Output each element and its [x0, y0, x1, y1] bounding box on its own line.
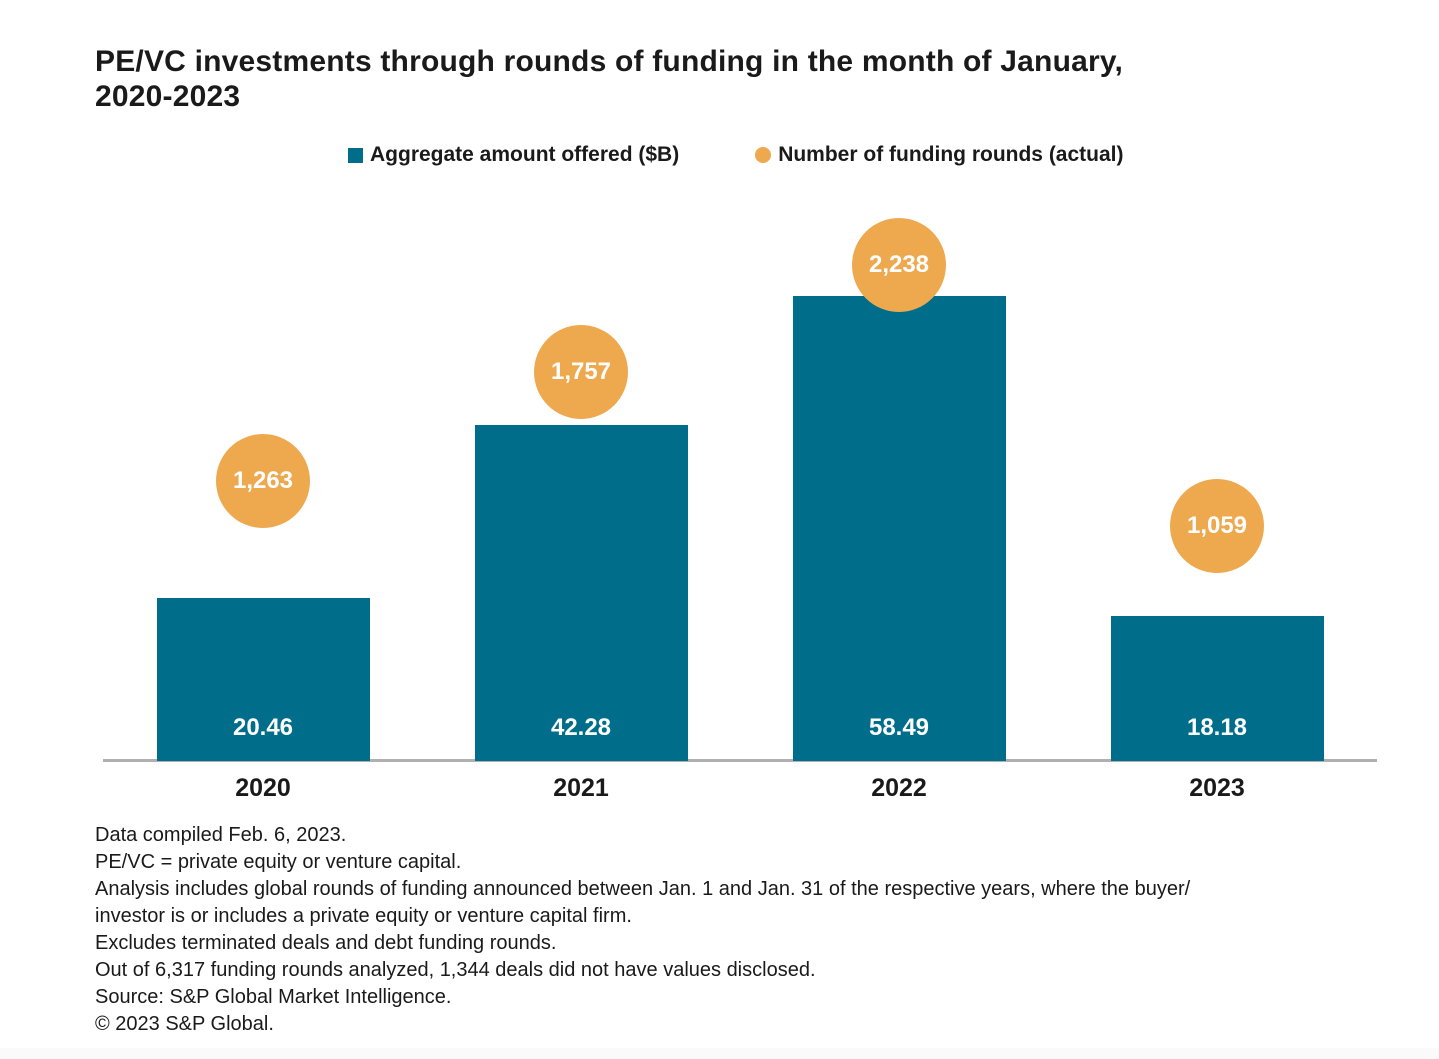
- bar-2020: [156, 598, 370, 761]
- chart-title: PE/VC investments through rounds of fund…: [95, 44, 1123, 114]
- footnotes: Data compiled Feb. 6, 2023. PE/VC = priva…: [95, 822, 1190, 1038]
- footnote-line: Data compiled Feb. 6, 2023.: [95, 824, 347, 846]
- legend-label: Aggregate amount offered ($B): [370, 143, 680, 166]
- legend-item-funding-rounds: Number of funding rounds (actual): [755, 143, 1124, 167]
- chart-title-line-1: PE/VC investments through rounds of fund…: [95, 45, 1124, 78]
- funding-rounds-circle: 1,757: [534, 324, 628, 419]
- funding-rounds-circle: 2,238: [852, 218, 946, 312]
- x-axis-label-2020: 2020: [235, 774, 291, 802]
- x-axis-label-2021: 2021: [553, 774, 609, 802]
- bar-value-label: 42.28: [550, 714, 612, 741]
- bar-value-label: 20.46: [232, 714, 294, 741]
- x-axis-label-2022: 2022: [871, 774, 927, 802]
- footnote-line: Excludes terminated deals and debt fundi…: [95, 932, 557, 954]
- bar-2023: [1110, 616, 1324, 761]
- funding-rounds-circle: 1,059: [1170, 479, 1264, 574]
- bar-value-label: 58.49: [868, 714, 930, 741]
- x-axis-label-2023: 2023: [1189, 774, 1245, 802]
- footnote-line: Out of 6,317 funding rounds analyzed, 1,…: [95, 959, 816, 981]
- funding-rounds-circle: 1,263: [216, 434, 310, 529]
- footnote-line: © 2023 S&P Global.: [95, 1013, 274, 1035]
- footnote-line: investor is or includes a private equity…: [95, 905, 632, 927]
- bar-value-label: 18.18: [1186, 714, 1248, 741]
- footnote-line: PE/VC = private equity or venture capita…: [95, 851, 462, 873]
- chart-title-line-2: 2020-2023: [95, 80, 241, 113]
- bar-2021: [474, 424, 688, 761]
- legend: Aggregate amount offered ($B) Number of …: [348, 143, 1124, 167]
- bar-2022: [792, 296, 1006, 761]
- footnote-line: Analysis includes global rounds of fundi…: [95, 878, 1191, 900]
- legend-label: Number of funding rounds (actual): [778, 143, 1124, 166]
- teal-square-icon: [348, 147, 363, 163]
- bottom-edge-strip: [0, 1048, 1439, 1059]
- x-axis-line: [103, 759, 1377, 762]
- legend-item-aggregate-amount: Aggregate amount offered ($B): [348, 143, 679, 167]
- footnote-line: Source: S&P Global Market Intelligence.: [95, 986, 452, 1008]
- orange-dot-icon: [755, 147, 772, 163]
